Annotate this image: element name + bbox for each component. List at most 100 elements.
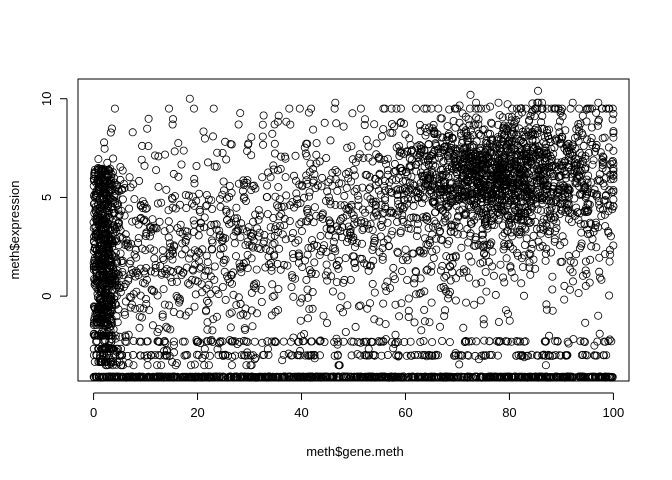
data-point	[464, 351, 473, 360]
data-point	[90, 315, 99, 324]
data-point	[247, 151, 256, 160]
data-point	[504, 212, 513, 221]
data-point	[455, 360, 464, 369]
data-point	[443, 240, 452, 249]
data-point	[150, 151, 159, 160]
data-point	[579, 141, 588, 150]
data-point	[291, 151, 300, 160]
data-point	[208, 132, 217, 141]
data-point	[581, 165, 590, 174]
data-point	[326, 197, 335, 206]
data-point	[503, 337, 512, 346]
data-point	[538, 98, 547, 107]
data-point	[541, 361, 550, 370]
data-point	[218, 235, 227, 244]
data-point	[418, 213, 427, 222]
data-point	[342, 211, 351, 220]
data-point	[594, 115, 603, 124]
data-point	[379, 337, 388, 346]
data-point	[347, 142, 356, 151]
data-point	[422, 104, 431, 113]
data-point	[108, 372, 117, 381]
data-point	[405, 154, 414, 163]
data-point	[510, 273, 519, 282]
data-point	[465, 153, 474, 162]
data-point	[606, 175, 615, 184]
data-point	[569, 335, 578, 344]
data-point	[478, 230, 487, 239]
data-point	[564, 339, 573, 348]
data-point	[225, 372, 234, 381]
data-point	[268, 280, 277, 289]
data-point	[383, 350, 392, 359]
data-point	[420, 234, 429, 243]
data-point	[357, 239, 366, 248]
data-point	[412, 167, 421, 176]
data-point	[595, 267, 604, 276]
data-point	[573, 208, 582, 217]
data-point	[609, 241, 618, 250]
data-point	[605, 104, 614, 113]
data-point	[246, 361, 255, 370]
data-point	[225, 220, 234, 229]
data-point	[118, 256, 127, 265]
data-point	[415, 140, 424, 149]
data-point	[297, 227, 306, 236]
data-point	[164, 217, 173, 226]
data-point	[275, 221, 284, 230]
data-point	[271, 222, 280, 231]
data-point	[589, 156, 598, 165]
data-point	[401, 168, 410, 177]
data-point	[588, 104, 597, 113]
data-point	[466, 217, 475, 226]
data-point	[144, 142, 153, 151]
data-point	[210, 275, 219, 284]
data-point	[537, 118, 546, 127]
data-point	[460, 210, 469, 219]
data-point	[369, 212, 378, 221]
data-point	[90, 280, 99, 289]
data-point	[525, 152, 534, 161]
data-point	[600, 182, 609, 191]
data-point	[472, 98, 481, 107]
data-point	[395, 151, 404, 160]
data-point	[564, 139, 573, 148]
data-point	[196, 219, 205, 228]
data-point	[490, 184, 499, 193]
data-point	[567, 169, 576, 178]
data-point	[562, 199, 571, 208]
data-point	[147, 285, 156, 294]
data-point	[495, 214, 504, 223]
data-point	[476, 296, 485, 305]
data-point	[164, 206, 173, 215]
data-point	[577, 128, 586, 137]
data-point	[176, 310, 185, 319]
data-point	[289, 372, 298, 381]
data-point	[586, 220, 595, 229]
data-point	[210, 162, 219, 171]
data-point	[126, 303, 135, 312]
data-point	[534, 237, 543, 246]
data-point	[542, 305, 551, 314]
data-point	[437, 133, 446, 142]
data-point	[530, 112, 539, 121]
data-point	[155, 217, 164, 226]
points-layer	[89, 86, 618, 382]
data-point	[446, 192, 455, 201]
data-point	[305, 188, 314, 197]
data-point	[240, 324, 249, 333]
data-point	[563, 337, 572, 346]
data-point	[210, 262, 219, 271]
data-point	[541, 143, 550, 152]
data-point	[274, 111, 283, 120]
data-point	[284, 349, 293, 358]
data-point	[392, 104, 401, 113]
data-point	[441, 208, 450, 217]
data-point	[505, 159, 514, 168]
data-point	[288, 351, 297, 360]
data-point	[394, 352, 403, 361]
data-point	[371, 197, 380, 206]
data-point	[99, 272, 108, 281]
data-point	[186, 361, 195, 370]
data-point	[533, 351, 542, 360]
